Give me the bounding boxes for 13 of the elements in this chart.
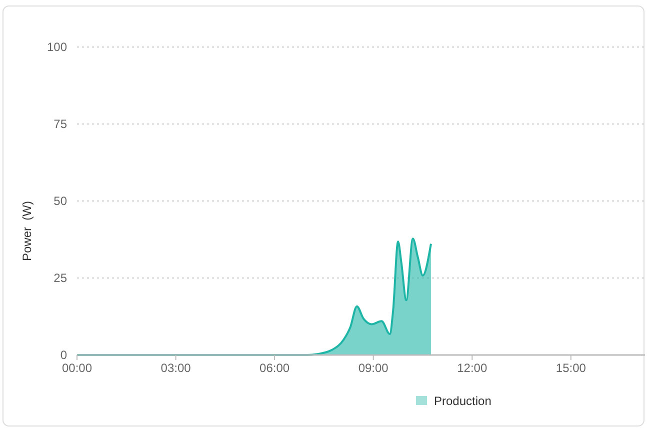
y-tick-label: 75 <box>54 117 68 131</box>
x-tick-label: 12:00 <box>457 361 488 375</box>
y-tick-label: 25 <box>54 271 68 285</box>
x-tick-label: 06:00 <box>260 361 290 375</box>
y-tick-label: 50 <box>54 194 68 208</box>
x-tick-label: 09:00 <box>358 361 389 375</box>
y-axis-title: Power (W) <box>20 200 34 261</box>
y-tick-label: 100 <box>46 40 68 54</box>
legend-label: Production <box>434 394 492 408</box>
x-tick-label: 03:00 <box>160 361 192 375</box>
x-tick-label: 00:00 <box>62 361 92 375</box>
y-tick-label: 0 <box>60 348 68 362</box>
x-tick-label: 15:00 <box>556 361 586 375</box>
